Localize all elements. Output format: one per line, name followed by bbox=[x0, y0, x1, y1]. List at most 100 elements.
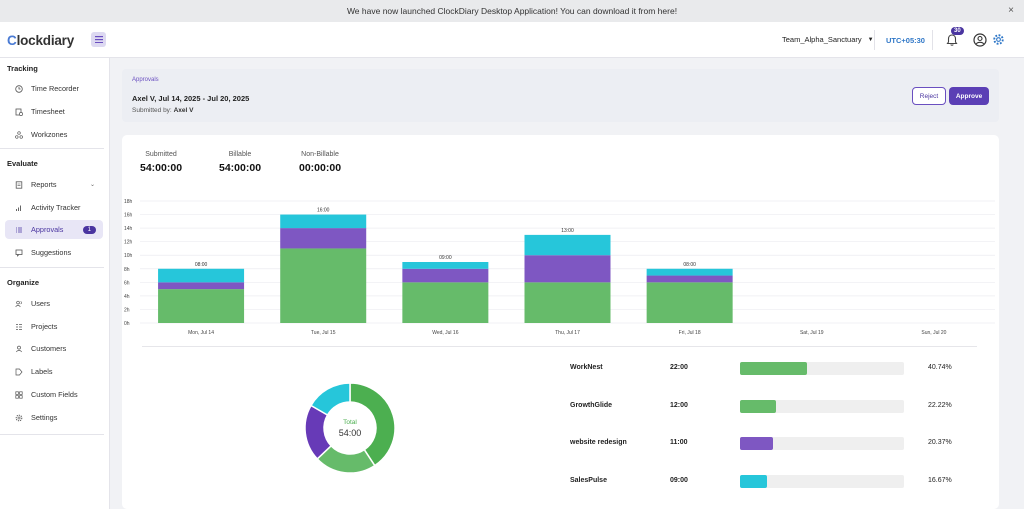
x-tick-label: Sat, Jul 19 bbox=[800, 330, 824, 336]
sidebar-item-settings[interactable]: Settings bbox=[5, 408, 103, 427]
banner-text[interactable]: We have now launched ClockDiary Desktop … bbox=[346, 6, 678, 16]
y-tick-label: 0h bbox=[124, 321, 130, 327]
clock-icon bbox=[15, 84, 23, 93]
sidebar-item-workzones[interactable]: Workzones bbox=[5, 125, 103, 144]
sidebar-item-customers[interactable]: Customers bbox=[5, 339, 103, 358]
progress-track bbox=[740, 475, 904, 488]
summary-billable: Billable 54:00:00 bbox=[219, 151, 262, 174]
sidebar-item-activity-tracker[interactable]: Activity Tracker bbox=[5, 198, 103, 217]
project-name: website redesign bbox=[570, 439, 627, 446]
caret-down-icon: ▼ bbox=[867, 36, 874, 43]
bar-total-label: 09:00 bbox=[439, 255, 452, 261]
app-logo[interactable]: Clockdiary bbox=[7, 33, 75, 48]
y-tick-label: 18h bbox=[124, 199, 133, 205]
approval-title: Axel V, Jul 14, 2025 - Jul 20, 2025 bbox=[132, 94, 250, 103]
progress-track bbox=[740, 362, 904, 375]
bar-segment bbox=[524, 282, 611, 323]
sidebar-item-approvals[interactable]: Approvals 1 bbox=[5, 220, 103, 239]
sidebar-item-time-recorder[interactable]: Time Recorder bbox=[5, 79, 103, 98]
sidebar-item-projects[interactable]: Projects bbox=[5, 317, 103, 336]
breadcrumb-approvals[interactable]: Approvals bbox=[132, 77, 159, 83]
project-percent: 16.67% bbox=[928, 477, 952, 484]
label-tag-icon bbox=[15, 368, 23, 375]
custom-fields-icon bbox=[15, 390, 23, 399]
y-tick-label: 8h bbox=[124, 267, 130, 273]
divider bbox=[0, 434, 104, 435]
y-tick-label: 16h bbox=[124, 213, 133, 219]
submitted-by: Submitted by: Axel V bbox=[132, 107, 194, 114]
project-time: 11:00 bbox=[670, 439, 688, 446]
sidebar-item-reports[interactable]: Reports ⌄ bbox=[5, 175, 103, 194]
close-icon[interactable]: × bbox=[1008, 5, 1014, 16]
user-account-icon[interactable] bbox=[973, 33, 987, 47]
team-selector[interactable]: Team_Alpha_Sanctuary ▼ bbox=[782, 35, 874, 44]
top-bar: Clockdiary Team_Alpha_Sanctuary ▼ UTC+05… bbox=[0, 22, 1024, 58]
sidebar-item-timesheet[interactable]: Timesheet bbox=[5, 102, 103, 121]
timezone[interactable]: UTC+05:30 bbox=[886, 36, 925, 45]
y-tick-label: 2h bbox=[124, 307, 130, 313]
suggestions-icon bbox=[15, 249, 23, 257]
notification-count-badge: 30 bbox=[951, 27, 964, 35]
divider bbox=[142, 346, 977, 347]
donut-slice bbox=[349, 382, 396, 467]
y-tick-label: 14h bbox=[124, 226, 133, 232]
project-percent: 22.22% bbox=[928, 402, 952, 409]
projects-icon bbox=[16, 323, 22, 330]
activity-bars-icon bbox=[16, 205, 21, 211]
announcement-banner[interactable]: We have now launched ClockDiary Desktop … bbox=[0, 0, 1024, 22]
bar-segment bbox=[524, 234, 611, 256]
workzones-icon bbox=[15, 130, 23, 139]
progress-fill bbox=[740, 437, 774, 450]
y-tick-label: 4h bbox=[124, 294, 130, 300]
project-row: website redesign 11:00 20.37% bbox=[570, 436, 990, 452]
project-row: GrowthGlide 12:00 22.22% bbox=[570, 399, 990, 415]
timesheet-icon bbox=[15, 108, 23, 116]
project-name: SalesPulse bbox=[570, 477, 607, 484]
donut-total-label: Total bbox=[343, 419, 357, 426]
approve-button[interactable]: Approve bbox=[949, 87, 989, 105]
x-tick-label: Tue, Jul 15 bbox=[311, 330, 336, 336]
y-tick-label: 6h bbox=[124, 280, 130, 286]
gear-icon[interactable] bbox=[992, 33, 1005, 46]
reject-button[interactable]: Reject bbox=[912, 87, 946, 105]
users-icon bbox=[15, 300, 22, 307]
divider bbox=[932, 30, 933, 50]
bar-segment bbox=[646, 275, 733, 283]
customer-icon bbox=[16, 345, 22, 352]
reports-icon bbox=[15, 180, 23, 189]
x-tick-label: Mon, Jul 14 bbox=[188, 330, 214, 336]
bar-segment bbox=[158, 282, 245, 290]
bell-icon[interactable] bbox=[945, 33, 959, 47]
divider bbox=[874, 30, 875, 50]
progress-fill bbox=[740, 400, 777, 413]
bar-segment bbox=[646, 268, 733, 276]
bar-segment bbox=[646, 282, 733, 323]
x-tick-label: Thu, Jul 17 bbox=[555, 330, 580, 336]
project-name: WorkNest bbox=[570, 364, 603, 371]
project-row: WorkNest 22:00 40.74% bbox=[570, 361, 990, 377]
chevron-down-icon[interactable]: ⌄ bbox=[89, 182, 95, 188]
sidebar-item-labels[interactable]: Labels bbox=[5, 362, 103, 381]
timesheet-summary-card: Submitted 54:00:00 Billable 54:00:00 Non… bbox=[122, 135, 999, 509]
project-time: 22:00 bbox=[670, 364, 688, 371]
daily-hours-bar-chart: 0h 2h 4h 6h 8h 10h 12h 14h 16h 18h 08:00 Mon, Jul 1… bbox=[124, 199, 995, 336]
bar-total-label: 08:00 bbox=[683, 262, 696, 268]
approvals-list-icon bbox=[16, 227, 22, 232]
bar-total-label: 13:00 bbox=[561, 228, 574, 234]
project-time: 09:00 bbox=[670, 477, 688, 484]
approvals-count-badge: 1 bbox=[82, 225, 96, 234]
progress-track bbox=[740, 437, 904, 450]
menu-toggle-button[interactable] bbox=[91, 32, 106, 47]
progress-track bbox=[740, 400, 904, 413]
project-name: GrowthGlide bbox=[570, 402, 612, 409]
y-tick-label: 12h bbox=[124, 240, 133, 246]
project-donut-chart: Total 54:00 bbox=[304, 382, 396, 474]
sidebar-item-users[interactable]: Users bbox=[5, 294, 103, 313]
donut-total-value: 54:00 bbox=[339, 428, 362, 438]
x-tick-label: Wed, Jul 16 bbox=[432, 330, 459, 336]
hamburger-icon bbox=[94, 36, 103, 43]
divider bbox=[0, 267, 104, 268]
sidebar-item-custom-fields[interactable]: Custom Fields bbox=[5, 385, 103, 404]
sidebar-item-suggestions[interactable]: Suggestions bbox=[5, 243, 103, 262]
summary-non-billable: Non-Billable 00:00:00 bbox=[299, 151, 342, 174]
